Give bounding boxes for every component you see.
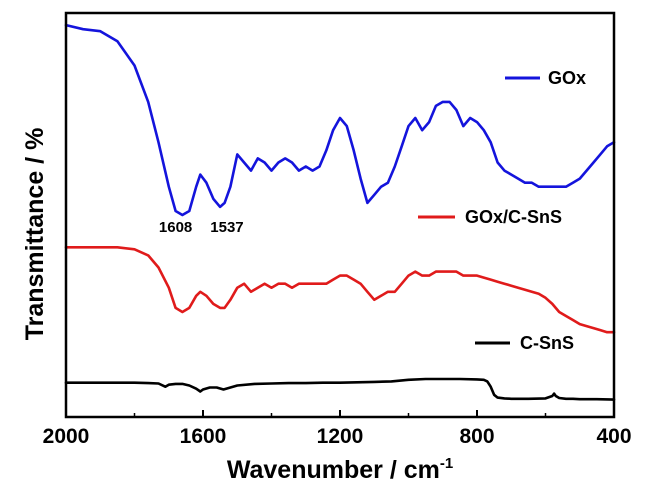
x-tick-layer: 2000 1600 1200 800 400 (43, 410, 632, 448)
peak-annotation: 1537 (210, 219, 243, 236)
legend-label-c-sns: C-SnS (520, 333, 574, 353)
series-line-gox-c-sns (64, 246, 616, 334)
annotation-layer: 1608 1537 (159, 219, 244, 236)
series-layer (64, 23, 616, 401)
series-line-c-sns (64, 377, 616, 401)
series-line-gox (64, 23, 616, 217)
x-axis-title: Wavenumber / cm-1 (227, 455, 453, 484)
x-tick-label: 400 (596, 425, 631, 448)
x-tick-label: 800 (459, 425, 494, 448)
peak-annotation: 1608 (159, 219, 192, 236)
x-tick-label: 1200 (317, 425, 364, 448)
legend-label-gox-c-sns: GOx/C-SnS (465, 207, 562, 227)
x-tick-label: 2000 (43, 425, 90, 448)
y-axis-title: Transmittance / % (21, 128, 49, 341)
x-tick-label: 1600 (180, 425, 227, 448)
legend-label-gox: GOx (548, 68, 586, 88)
legend: GOx GOx/C-SnS C-SnS (418, 68, 586, 353)
